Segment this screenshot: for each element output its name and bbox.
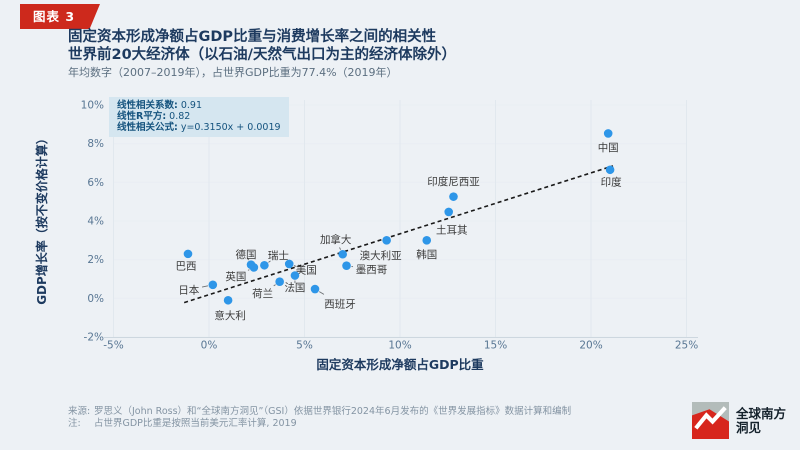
data-point-label: 印度尼西亚 xyxy=(427,175,480,188)
data-point xyxy=(284,259,294,269)
data-point-label: 德国 xyxy=(236,248,257,261)
x-tick-label: 25% xyxy=(675,339,698,351)
y-axis-title: GDP增长率（按不变价格计算） xyxy=(34,132,49,305)
data-point xyxy=(260,260,269,270)
data-point-label: 巴西 xyxy=(175,260,196,272)
data-point xyxy=(382,236,391,245)
point-leader-line xyxy=(201,285,209,288)
note-label: 注: xyxy=(68,418,81,429)
regression-stats-box: 线性相关系数: 0.91 线性R平方: 0.82 线性相关公式: y=0.315… xyxy=(109,97,289,137)
point-leader-line xyxy=(247,257,250,261)
data-point xyxy=(223,295,233,305)
data-point-label: 法国 xyxy=(284,281,305,294)
source-line: 来源: 罗思义（John Ross）和“全球南方洞见”（GSI）依据世界银行202… xyxy=(68,403,571,417)
data-point-label: 土耳其 xyxy=(436,223,468,236)
data-point-label: 荷兰 xyxy=(252,287,273,300)
stat-value: y=0.3150x + 0.0019 xyxy=(180,122,281,133)
x-tick-label: 5% xyxy=(296,339,313,351)
data-point xyxy=(605,165,615,175)
stat-label: 线性R平方: xyxy=(117,111,167,122)
data-point xyxy=(208,280,218,290)
stat-label: 线性相关公式: xyxy=(117,122,178,133)
data-point-label: 韩国 xyxy=(416,248,437,261)
brand-logo-icon xyxy=(691,402,729,439)
figure-number-badge: 图表 3 xyxy=(20,4,100,29)
data-point-label: 意大利 xyxy=(214,309,246,322)
data-point-label: 英国 xyxy=(225,270,246,283)
source-text: 罗思义（John Ross）和“全球南方洞见”（GSI）依据世界银行2024年6… xyxy=(94,406,572,417)
point-leader-line xyxy=(319,291,325,295)
data-point xyxy=(338,249,348,259)
y-tick-label: -2% xyxy=(84,331,104,343)
y-tick-label: 10% xyxy=(81,100,104,112)
point-leader-line xyxy=(268,260,271,263)
y-tick-label: 0% xyxy=(87,293,104,305)
y-tick-label: 6% xyxy=(87,177,104,189)
data-point xyxy=(422,236,432,245)
chart-title-line2: 世界前20大经济体（以石油/天然气出口为主的经济体除外） xyxy=(68,47,456,63)
stat-r-squared: 线性R平方: 0.82 xyxy=(117,111,281,122)
data-point xyxy=(275,277,284,287)
source-label: 来源: xyxy=(68,406,91,417)
x-tick-label: 20% xyxy=(579,339,602,351)
point-leader-line xyxy=(293,265,297,267)
x-tick-label: 15% xyxy=(484,339,507,351)
stat-equation: 线性相关公式: y=0.3150x + 0.0019 xyxy=(117,122,281,133)
brand-logo-text: 全球南方 洞见 xyxy=(736,407,786,434)
data-point-label: 加拿大 xyxy=(320,233,352,246)
data-point xyxy=(603,129,613,138)
data-point-label: 墨西哥 xyxy=(356,264,388,276)
x-tick-label: -5% xyxy=(103,339,123,351)
data-point-label: 美国 xyxy=(296,263,317,276)
data-point xyxy=(449,192,458,201)
data-point xyxy=(183,249,193,259)
brand-logo: 全球南方 洞见 xyxy=(691,402,786,439)
stat-label: 线性相关系数: xyxy=(117,100,178,111)
note-text: 占世界GDP比重是按照当前美元汇率计算, 2019 xyxy=(94,418,297,429)
data-point xyxy=(290,271,300,280)
data-point-label: 瑞士 xyxy=(268,249,289,262)
y-tick-label: 8% xyxy=(87,138,104,150)
brand-name-line1: 全球南方 xyxy=(735,406,786,421)
point-leader-line xyxy=(273,284,276,287)
brand-name-line2: 洞见 xyxy=(735,419,761,435)
stat-value: 0.82 xyxy=(169,111,191,122)
x-tick-label: 0% xyxy=(201,339,218,351)
chart-title-line1: 固定资本形成净额占GDP比重与消费增长率之间的相关性 xyxy=(68,29,437,45)
y-tick-label: 4% xyxy=(87,215,104,227)
point-leader-line xyxy=(247,269,250,271)
data-point xyxy=(444,207,454,217)
chart-subtitle: 年均数字（2007–2019年），占世界GDP比重为77.4%（2019年） xyxy=(68,66,398,79)
x-tick-label: 10% xyxy=(388,339,411,351)
note-line: 注: 占世界GDP比重是按照当前美元汇率计算, 2019 xyxy=(68,415,297,429)
data-point-label: 日本 xyxy=(178,283,199,296)
data-point xyxy=(342,261,351,270)
data-point-label: 澳大利亚 xyxy=(360,249,402,262)
data-point xyxy=(249,263,259,272)
point-leader-line xyxy=(339,247,341,250)
data-point-label: 中国 xyxy=(598,141,619,154)
data-point-label: 西班牙 xyxy=(324,299,356,311)
data-point-label: 印度 xyxy=(601,175,622,188)
trend-line xyxy=(183,165,614,304)
stat-correlation-coefficient: 线性相关系数: 0.91 xyxy=(117,100,281,111)
x-axis-title: 固定资本形成净额占GDP比重 xyxy=(316,357,484,372)
data-point xyxy=(310,284,320,294)
stat-value: 0.91 xyxy=(180,100,202,111)
y-tick-label: 2% xyxy=(87,254,104,266)
